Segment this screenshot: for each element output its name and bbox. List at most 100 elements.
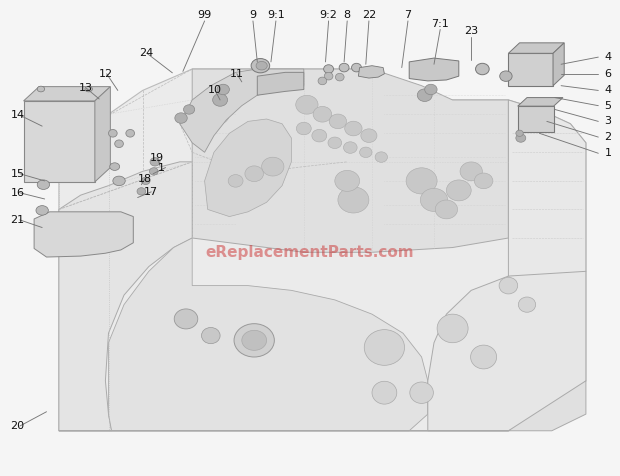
Polygon shape bbox=[180, 69, 304, 152]
Ellipse shape bbox=[338, 187, 369, 213]
Ellipse shape bbox=[361, 129, 377, 142]
Ellipse shape bbox=[205, 104, 229, 125]
Ellipse shape bbox=[126, 129, 135, 137]
Ellipse shape bbox=[417, 89, 432, 101]
Ellipse shape bbox=[313, 107, 332, 122]
Ellipse shape bbox=[217, 84, 229, 95]
Text: 9:2: 9:2 bbox=[320, 10, 337, 20]
Ellipse shape bbox=[213, 94, 228, 106]
Ellipse shape bbox=[228, 175, 243, 187]
Ellipse shape bbox=[149, 168, 158, 175]
Text: 5: 5 bbox=[604, 100, 611, 111]
Text: 14: 14 bbox=[11, 110, 25, 120]
Polygon shape bbox=[553, 43, 564, 86]
Text: 7: 7 bbox=[404, 10, 412, 20]
Ellipse shape bbox=[324, 72, 333, 80]
Text: 9:1: 9:1 bbox=[267, 10, 285, 20]
Text: 9: 9 bbox=[249, 10, 257, 20]
Text: eReplacementParts.com: eReplacementParts.com bbox=[206, 245, 414, 260]
Ellipse shape bbox=[500, 71, 512, 81]
Text: 24: 24 bbox=[140, 48, 154, 59]
Text: 8: 8 bbox=[343, 10, 351, 20]
Ellipse shape bbox=[406, 168, 437, 194]
Polygon shape bbox=[358, 66, 384, 78]
Ellipse shape bbox=[324, 65, 334, 73]
Text: 11: 11 bbox=[229, 69, 244, 79]
Text: 10: 10 bbox=[208, 85, 222, 96]
Text: 23: 23 bbox=[464, 26, 478, 36]
Ellipse shape bbox=[516, 134, 526, 142]
Ellipse shape bbox=[245, 166, 264, 182]
Ellipse shape bbox=[37, 86, 45, 92]
Ellipse shape bbox=[318, 77, 327, 85]
Ellipse shape bbox=[242, 330, 267, 350]
Ellipse shape bbox=[352, 63, 361, 72]
Ellipse shape bbox=[474, 173, 493, 188]
Ellipse shape bbox=[343, 142, 357, 153]
Ellipse shape bbox=[516, 130, 523, 137]
Ellipse shape bbox=[345, 121, 362, 136]
Text: 4: 4 bbox=[604, 52, 611, 62]
Polygon shape bbox=[59, 381, 586, 431]
Ellipse shape bbox=[262, 157, 284, 176]
Polygon shape bbox=[192, 69, 508, 252]
Ellipse shape bbox=[256, 61, 267, 70]
Ellipse shape bbox=[410, 382, 433, 404]
Polygon shape bbox=[518, 98, 563, 106]
Ellipse shape bbox=[202, 327, 220, 344]
Ellipse shape bbox=[110, 163, 120, 170]
Ellipse shape bbox=[329, 114, 347, 129]
Text: 12: 12 bbox=[99, 69, 113, 79]
Ellipse shape bbox=[115, 140, 123, 148]
Ellipse shape bbox=[446, 180, 471, 201]
Polygon shape bbox=[257, 72, 304, 95]
Text: 19: 19 bbox=[150, 153, 164, 163]
Polygon shape bbox=[409, 58, 459, 81]
Ellipse shape bbox=[518, 297, 536, 312]
Polygon shape bbox=[34, 212, 133, 257]
Text: 1: 1 bbox=[604, 148, 611, 159]
Ellipse shape bbox=[460, 162, 482, 181]
Ellipse shape bbox=[365, 329, 404, 366]
Ellipse shape bbox=[328, 137, 342, 149]
Polygon shape bbox=[59, 162, 192, 431]
Ellipse shape bbox=[296, 122, 311, 135]
Text: 7:1: 7:1 bbox=[432, 19, 449, 29]
Polygon shape bbox=[205, 119, 291, 217]
Text: 18: 18 bbox=[138, 173, 152, 184]
Text: 17: 17 bbox=[144, 187, 158, 197]
Ellipse shape bbox=[150, 158, 160, 166]
Ellipse shape bbox=[339, 63, 349, 72]
Ellipse shape bbox=[175, 113, 187, 123]
Text: 21: 21 bbox=[11, 215, 25, 225]
Text: 6: 6 bbox=[604, 69, 611, 79]
Text: 4: 4 bbox=[604, 85, 611, 96]
Text: 16: 16 bbox=[11, 188, 25, 198]
Polygon shape bbox=[24, 87, 110, 101]
Polygon shape bbox=[108, 238, 428, 431]
Text: 20: 20 bbox=[11, 421, 25, 431]
Ellipse shape bbox=[37, 180, 50, 189]
Ellipse shape bbox=[174, 309, 198, 329]
Text: 99: 99 bbox=[198, 10, 211, 20]
Polygon shape bbox=[508, 43, 564, 53]
Ellipse shape bbox=[335, 73, 344, 81]
Ellipse shape bbox=[296, 95, 318, 114]
Ellipse shape bbox=[85, 86, 92, 92]
Ellipse shape bbox=[335, 170, 360, 191]
Ellipse shape bbox=[471, 345, 497, 369]
Ellipse shape bbox=[425, 84, 437, 95]
Polygon shape bbox=[24, 101, 95, 182]
Ellipse shape bbox=[113, 176, 125, 186]
Text: 2: 2 bbox=[604, 132, 611, 142]
Polygon shape bbox=[508, 53, 553, 86]
Polygon shape bbox=[428, 262, 586, 431]
Ellipse shape bbox=[141, 177, 150, 185]
Ellipse shape bbox=[372, 381, 397, 404]
Ellipse shape bbox=[234, 324, 274, 357]
Text: 3: 3 bbox=[604, 116, 611, 127]
Ellipse shape bbox=[499, 277, 518, 294]
Ellipse shape bbox=[360, 147, 372, 158]
Ellipse shape bbox=[195, 115, 215, 132]
Ellipse shape bbox=[437, 314, 468, 343]
